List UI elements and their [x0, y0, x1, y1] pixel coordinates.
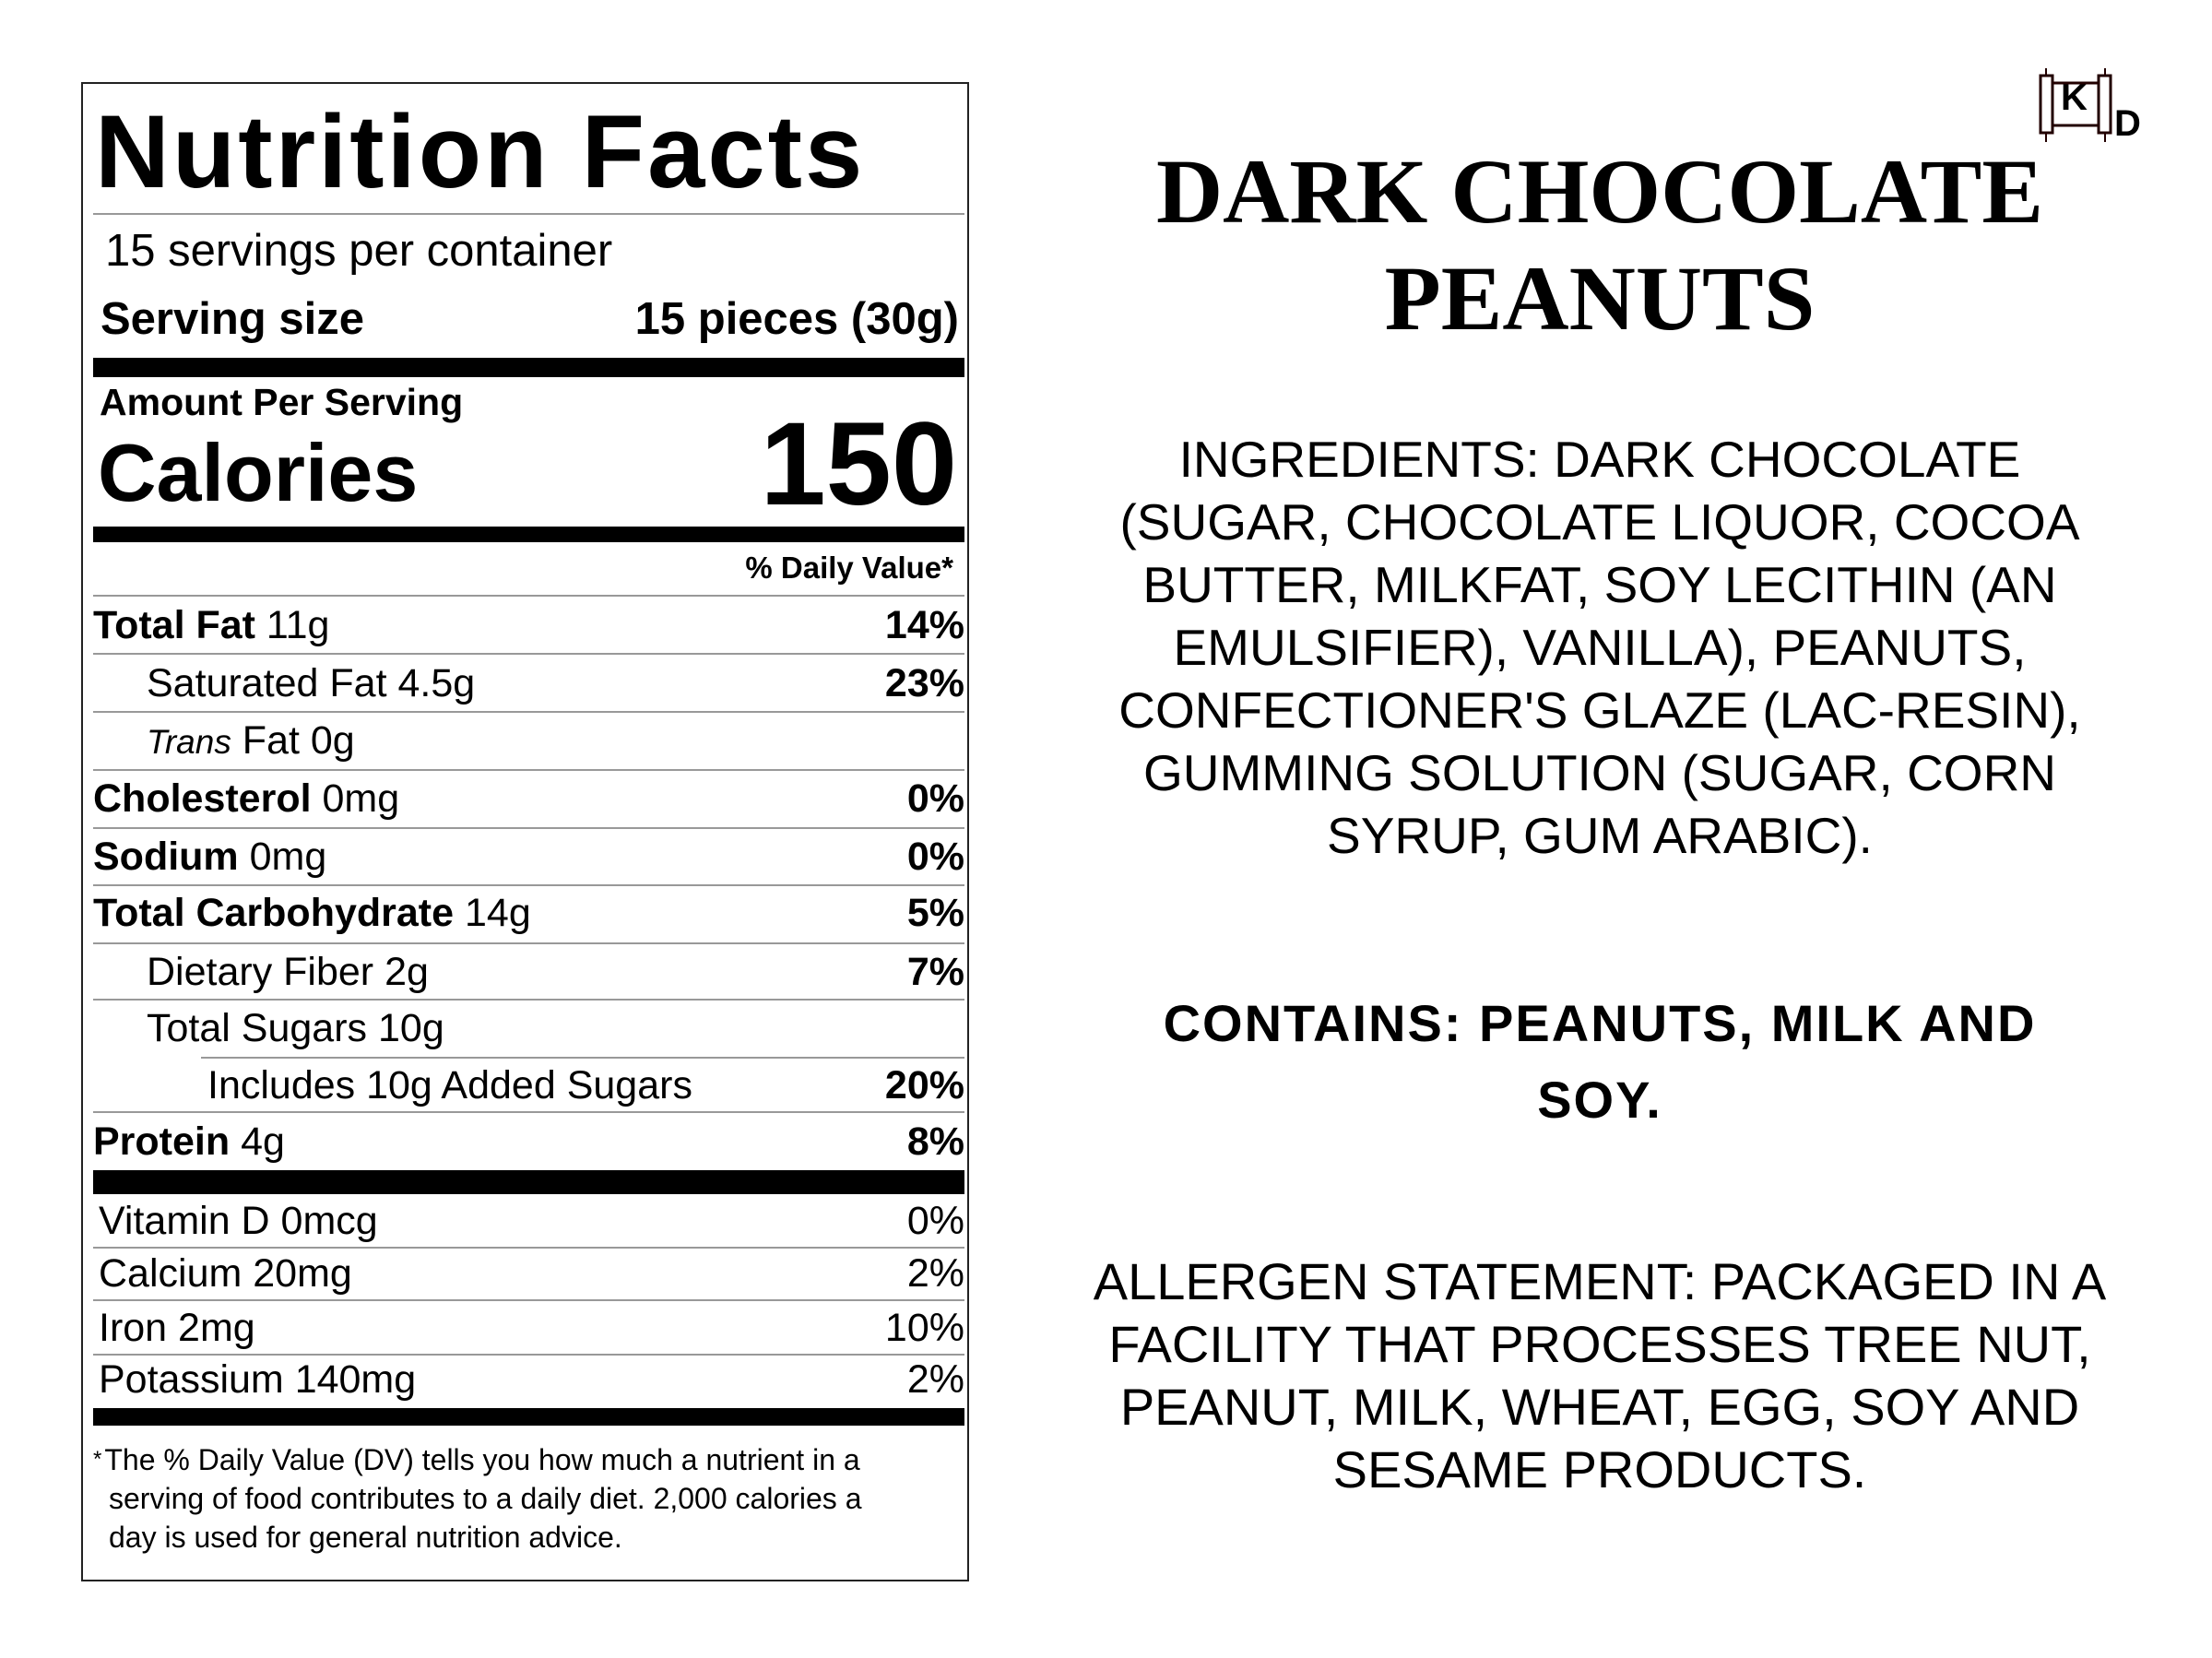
vitamin-name: Vitamin D 0mcg — [99, 1198, 378, 1243]
nutrient-row-protein: Protein 4g 8% — [93, 1116, 964, 1167]
nutrient-amount: 10g — [377, 1005, 444, 1050]
ingredients-line: CONFECTIONER'S GLAZE (LAC-RESIN), — [1118, 681, 2081, 739]
nutrient-amount: 4g — [241, 1119, 285, 1164]
footnote-line: day is used for general nutrition advice… — [109, 1521, 622, 1554]
nutrient-name: Total Carbohydrate — [93, 890, 455, 935]
vitamin-dv: 2% — [906, 1356, 964, 1402]
product-title-line: DARK CHOCOLATE — [1155, 140, 2044, 243]
thick-divider — [93, 1408, 964, 1426]
footnote-line: serving of food contributes to a daily d… — [109, 1482, 862, 1515]
vitamin-row: Potassium 140mg 2% — [93, 1354, 964, 1405]
nutrient-name: Saturated Fat — [147, 660, 387, 705]
servings-per-container: 15 servings per container — [105, 226, 613, 276]
vitamin-row: Calcium 20mg 2% — [93, 1248, 964, 1299]
divider — [93, 595, 964, 597]
nutrient-dv: 8% — [906, 1119, 964, 1164]
vitamin-dv: 10% — [884, 1305, 964, 1350]
contains-line: CONTAINS: PEANUTS, MILK AND — [1163, 994, 2037, 1052]
allergen-line: FACILITY THAT PROCESSES TREE NUT, — [1108, 1315, 2091, 1373]
ingredients-line: BUTTER, MILKFAT, SOY LECITHIN (AN — [1142, 556, 2057, 613]
ingredients: INGREDIENTS: DARK CHOCOLATE (SUGAR, CHOC… — [1033, 428, 2167, 867]
nutrient-name: Protein — [93, 1119, 231, 1164]
kosher-suffix: D — [2114, 103, 2141, 144]
calories-value: 150 — [760, 398, 957, 530]
vitamin-dv: 0% — [906, 1198, 964, 1243]
nutrient-dv: 0% — [906, 834, 964, 879]
nutrient-row-dietary-fiber: Dietary Fiber 2g 7% — [93, 946, 964, 998]
contains-statement: CONTAINS: PEANUTS, MILK AND SOY. — [1033, 985, 2167, 1138]
nutrient-row-sodium: Sodium 0mg 0% — [93, 831, 964, 882]
allergen-line: PEANUT, MILK, WHEAT, EGG, SOY AND — [1119, 1378, 2080, 1436]
nutrition-facts-label — [81, 82, 969, 1581]
allergen-line: ALLERGEN STATEMENT: PACKAGED IN A — [1093, 1252, 2107, 1310]
footnote-asterisk: * — [93, 1447, 102, 1472]
nutrient-name: Fat — [242, 717, 300, 763]
nutrient-row-saturated-fat: Saturated Fat 4.5g 23% — [93, 657, 964, 709]
serving-size-row: Serving size 15 pieces (30g) — [93, 293, 964, 345]
nutrient-name: Dietary Fiber — [147, 949, 374, 994]
thick-divider — [93, 1170, 964, 1194]
nutrient-dv: 14% — [884, 602, 964, 647]
nutrient-row-total-fat: Total Fat 11g 14% — [93, 599, 964, 651]
kosher-letter: K — [2061, 77, 2088, 118]
vitamin-row: Iron 2mg 10% — [93, 1302, 964, 1354]
nutrient-row-total-carbohydrate: Total Carbohydrate 14g 5% — [93, 887, 964, 939]
amount-per-serving: Amount Per Serving — [100, 381, 464, 423]
nutrient-name: Total Sugars — [147, 1005, 368, 1050]
vitamin-name: Potassium 140mg — [99, 1356, 417, 1402]
serving-size-value: 15 pieces (30g) — [634, 294, 959, 344]
nutrient-amount: 4.5g — [397, 660, 476, 705]
ingredients-line: (SUGAR, CHOCOLATE LIQUOR, COCOA — [1119, 493, 2080, 551]
nutrient-dv: 23% — [884, 660, 964, 705]
footnote-line: The % Daily Value (DV) tells you how muc… — [104, 1443, 860, 1476]
nutrient-row-cholesterol: Cholesterol 0mg 0% — [93, 773, 964, 824]
ingredients-line: SYRUP, GUM ARABIC). — [1327, 807, 1873, 864]
daily-value-header: % Daily Value* — [745, 551, 953, 585]
product-title-line: PEANUTS — [1384, 247, 1816, 349]
calories-label: Calories — [98, 427, 419, 518]
nutrient-amount: 11g — [266, 602, 330, 647]
nutrient-row-trans-fat: Trans Fat 0g — [93, 715, 964, 766]
nutrient-name: Cholesterol — [93, 776, 312, 821]
serving-size-label: Serving size — [101, 294, 364, 344]
nutrient-amount: 0mg — [249, 834, 327, 879]
nutrient-row-total-sugars: Total Sugars 10g — [93, 1002, 964, 1054]
nutrient-dv: 7% — [906, 949, 964, 994]
nutrient-row-added-sugars: Includes 10g Added Sugars 20% — [93, 1060, 964, 1111]
ingredients-line: EMULSIFIER), VANILLA), PEANUTS, — [1173, 619, 2027, 676]
ingredients-line: GUMMING SOLUTION (SUGAR, CORN — [1142, 744, 2057, 801]
thick-divider — [93, 527, 964, 542]
product-title: DARK CHOCOLATE PEANUTS — [1033, 138, 2167, 352]
divider — [93, 213, 964, 215]
kosher-dairy-scroll-icon: K D — [2033, 66, 2148, 145]
nutrient-amount: 0g — [310, 717, 355, 763]
nutrient-amount: 14g — [464, 890, 531, 935]
contains-line: SOY. — [1537, 1071, 1662, 1129]
nutrient-amount: 0mg — [322, 776, 400, 821]
ingredients-line: INGREDIENTS: DARK CHOCOLATE — [1178, 431, 2021, 488]
vitamin-dv: 2% — [906, 1250, 964, 1296]
nutrition-facts-title: Nutrition Facts — [95, 94, 866, 209]
nutrient-amount: 2g — [384, 949, 429, 994]
nutrient-dv: 20% — [884, 1062, 964, 1107]
nutrient-name: Includes 10g Added Sugars — [207, 1062, 692, 1107]
nutrient-name: Sodium — [93, 834, 239, 879]
nutrient-name: Total Fat — [93, 602, 255, 647]
footnote: *The % Daily Value (DV) tells you how mu… — [93, 1440, 861, 1557]
vitamin-name: Calcium 20mg — [99, 1250, 352, 1296]
nutrient-dv: 0% — [906, 776, 964, 821]
nutrient-name-italic: Trans — [147, 722, 231, 761]
footnote-first-line: *The % Daily Value (DV) tells you how mu… — [93, 1440, 861, 1479]
allergen-statement: ALLERGEN STATEMENT: PACKAGED IN A FACILI… — [1033, 1250, 2167, 1501]
thick-divider — [93, 358, 964, 377]
vitamin-name: Iron 2mg — [99, 1305, 255, 1350]
vitamin-row: Vitamin D 0mcg 0% — [93, 1195, 964, 1247]
allergen-line: SESAME PRODUCTS. — [1332, 1440, 1867, 1498]
nutrient-dv: 5% — [906, 890, 964, 935]
